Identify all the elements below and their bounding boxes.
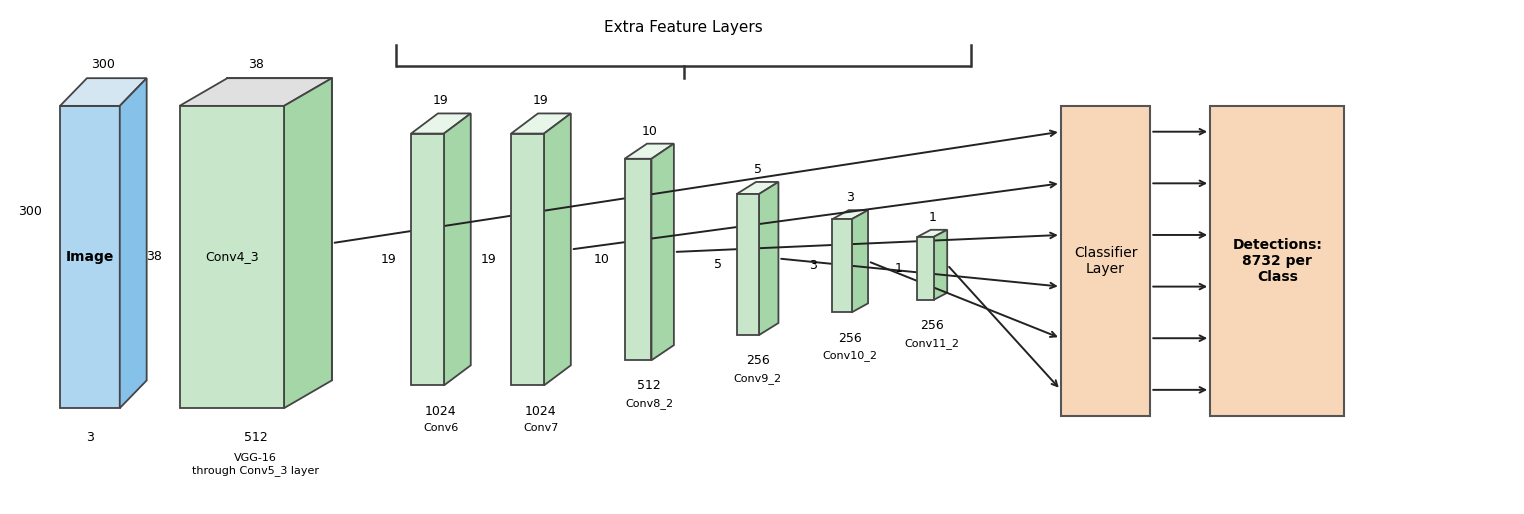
Polygon shape xyxy=(544,114,572,386)
Polygon shape xyxy=(651,143,674,360)
Text: 19: 19 xyxy=(433,95,448,107)
Text: Conv6: Conv6 xyxy=(424,423,459,433)
Polygon shape xyxy=(59,78,146,106)
Polygon shape xyxy=(736,194,759,335)
Text: 512: 512 xyxy=(244,431,268,444)
Text: 3: 3 xyxy=(846,191,853,204)
Polygon shape xyxy=(736,182,779,194)
Text: Extra Feature Layers: Extra Feature Layers xyxy=(604,21,764,35)
Text: 256: 256 xyxy=(920,319,945,332)
Polygon shape xyxy=(180,106,283,408)
Text: Conv7: Conv7 xyxy=(523,423,559,433)
Polygon shape xyxy=(832,210,869,219)
Text: Conv9_2: Conv9_2 xyxy=(733,373,782,384)
Text: 3: 3 xyxy=(809,260,817,272)
Polygon shape xyxy=(283,78,332,408)
Polygon shape xyxy=(227,78,332,380)
Text: 1: 1 xyxy=(895,262,902,275)
Text: 19: 19 xyxy=(381,253,396,266)
Text: 38: 38 xyxy=(146,250,162,264)
Text: 3: 3 xyxy=(85,431,94,444)
Text: Image: Image xyxy=(66,250,114,264)
Text: 256: 256 xyxy=(745,354,770,367)
Polygon shape xyxy=(411,114,471,134)
Text: 300: 300 xyxy=(18,205,43,218)
Polygon shape xyxy=(443,114,471,386)
Polygon shape xyxy=(934,230,948,300)
Text: 256: 256 xyxy=(838,332,863,344)
Polygon shape xyxy=(511,114,572,134)
Text: 38: 38 xyxy=(248,58,264,70)
Polygon shape xyxy=(759,182,779,335)
Polygon shape xyxy=(625,159,651,360)
Text: Conv10_2: Conv10_2 xyxy=(823,350,878,361)
Text: 10: 10 xyxy=(594,253,610,266)
Polygon shape xyxy=(917,230,948,237)
Text: Conv8_2: Conv8_2 xyxy=(625,398,674,409)
Polygon shape xyxy=(180,78,332,106)
Text: 1024: 1024 xyxy=(425,405,457,417)
Text: 10: 10 xyxy=(642,124,657,138)
Polygon shape xyxy=(59,106,120,408)
Polygon shape xyxy=(625,143,674,159)
FancyBboxPatch shape xyxy=(1210,106,1344,416)
Text: 1: 1 xyxy=(928,211,936,224)
Text: Conv11_2: Conv11_2 xyxy=(905,338,960,348)
Text: Classifier
Layer: Classifier Layer xyxy=(1074,246,1137,276)
Text: 512: 512 xyxy=(637,379,661,392)
Text: Conv4_3: Conv4_3 xyxy=(206,250,259,264)
Text: 300: 300 xyxy=(91,58,116,70)
Polygon shape xyxy=(852,210,869,313)
Text: 5: 5 xyxy=(753,163,762,176)
Polygon shape xyxy=(120,78,146,408)
Text: 19: 19 xyxy=(480,253,497,266)
Text: 19: 19 xyxy=(533,95,549,107)
Text: Detections:
8732 per
Class: Detections: 8732 per Class xyxy=(1233,237,1323,284)
Text: VGG-16
through Conv5_3 layer: VGG-16 through Conv5_3 layer xyxy=(192,453,319,476)
FancyBboxPatch shape xyxy=(1061,106,1151,416)
Text: 1024: 1024 xyxy=(526,405,556,417)
Text: 5: 5 xyxy=(713,258,722,271)
Polygon shape xyxy=(511,134,544,386)
Polygon shape xyxy=(411,134,443,386)
Polygon shape xyxy=(917,237,934,300)
Polygon shape xyxy=(832,219,852,313)
